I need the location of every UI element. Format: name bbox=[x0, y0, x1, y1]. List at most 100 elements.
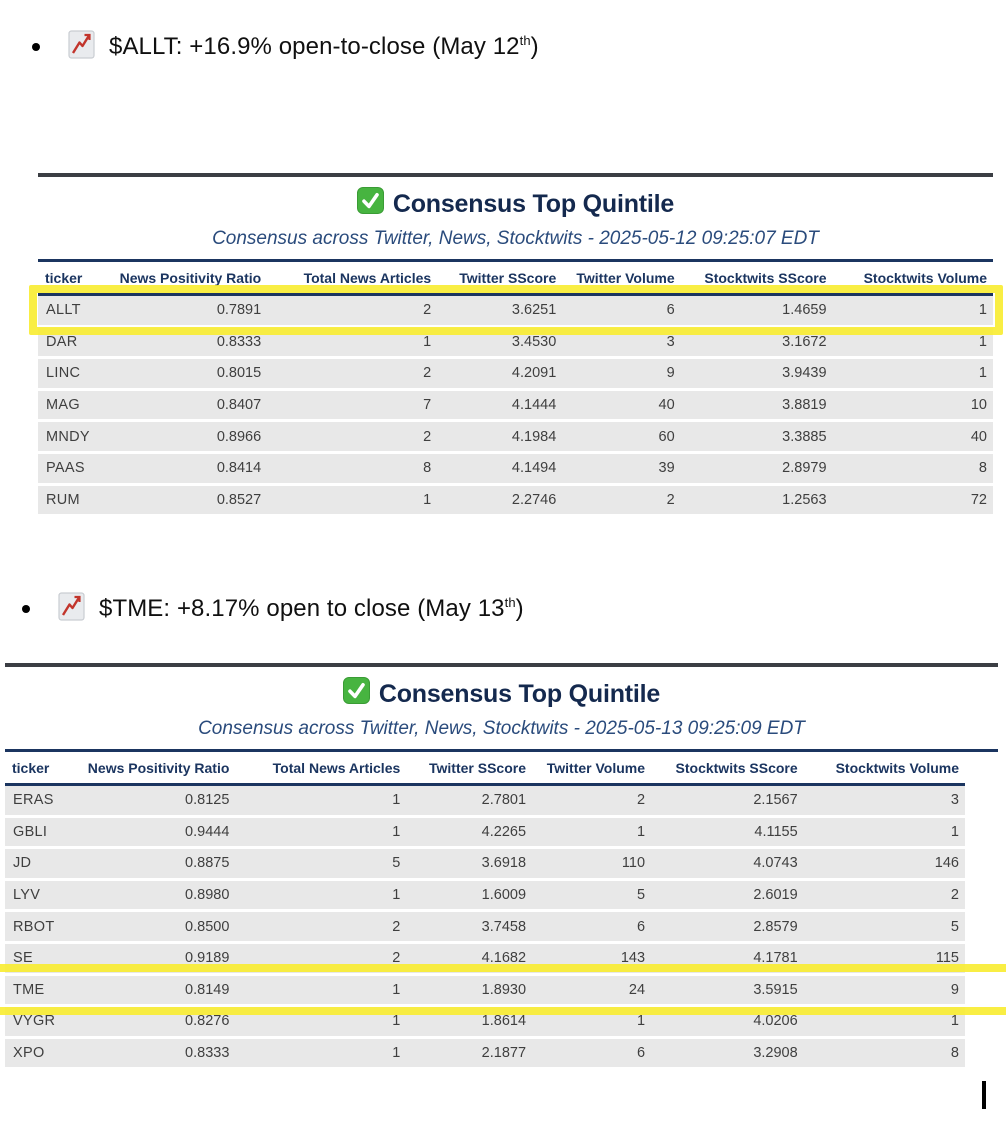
table-cell: 1 bbox=[392, 887, 401, 904]
table-cell: ERAS bbox=[13, 792, 54, 809]
table-cell: 115 bbox=[935, 950, 959, 967]
table-cell: 2 bbox=[423, 365, 432, 382]
table-cell: 0.8333 bbox=[216, 333, 262, 350]
table-cell: 4.1494 bbox=[511, 460, 557, 477]
table-cell: 0.8407 bbox=[216, 397, 262, 414]
table-cell: 0.8875 bbox=[185, 855, 230, 872]
table-cell: 4.2265 bbox=[481, 823, 527, 840]
bullet-item-tme: $TME: +8.17% open to close (May 13th) bbox=[22, 592, 524, 626]
table-cell: 0.8276 bbox=[185, 1013, 230, 1030]
column-header-twitter-sscore: Twitter SScore bbox=[459, 270, 557, 286]
table-cell: JD bbox=[13, 855, 32, 872]
table-cell: 1 bbox=[392, 981, 401, 998]
table-cell: 3.6918 bbox=[481, 855, 527, 872]
table-cell: 3.4530 bbox=[511, 333, 557, 350]
consensus-table-may13: ticker News Positivity Ratio Total News … bbox=[5, 752, 965, 1071]
table-row-tme: TME 0.8149 1 1.8930 24 3.5915 9 bbox=[5, 974, 965, 1006]
table-cell: 2.2746 bbox=[511, 491, 557, 508]
table-cell: 5 bbox=[636, 887, 646, 904]
table-cell: 2 bbox=[636, 792, 646, 809]
table-cell: 3.5915 bbox=[753, 981, 798, 998]
table-row-eras: ERAS 0.8125 1 2.7801 2 2.1567 3 bbox=[5, 784, 965, 817]
table-row-jd: JD 0.8875 5 3.6918 110 4.0743 146 bbox=[5, 847, 965, 880]
table-cell: 0.9444 bbox=[185, 823, 230, 840]
subtitle-rule bbox=[38, 259, 993, 262]
table-cell: 9 bbox=[666, 365, 675, 382]
column-header-ticker: ticker bbox=[45, 270, 83, 286]
table-cell: RUM bbox=[46, 491, 80, 508]
table-cell: 2.1877 bbox=[481, 1045, 527, 1062]
table-row-mag: MAG 0.8407 7 4.1444 40 3.8819 10 bbox=[38, 389, 993, 421]
table-cell: 7 bbox=[423, 397, 432, 414]
table-cell: 4.0206 bbox=[753, 1013, 798, 1030]
table-cell: RBOT bbox=[13, 918, 55, 935]
table-cell: 3.6251 bbox=[511, 302, 557, 319]
table-cell: 110 bbox=[621, 855, 646, 872]
chart-increasing-icon bbox=[58, 592, 85, 626]
top-rule bbox=[38, 173, 993, 177]
table-subtitle: Consensus across Twitter, News, Stocktwi… bbox=[212, 228, 819, 249]
column-header-stocktwits-volume: Stocktwits Volume bbox=[835, 760, 959, 776]
table-cell: 5 bbox=[392, 855, 401, 872]
table-cell: 2 bbox=[392, 950, 401, 967]
table-cell: 1.6009 bbox=[481, 887, 527, 904]
table-wrap: ticker News Positivity Ratio Total News … bbox=[0, 752, 1006, 1071]
table-row-rum: RUM 0.8527 1 2.2746 2 1.2563 72 bbox=[38, 484, 993, 516]
table-cell: 0.8527 bbox=[216, 491, 262, 508]
table-cell: 2.8979 bbox=[782, 460, 827, 477]
table-cell: 0.8500 bbox=[185, 918, 230, 935]
table-cell: 3.1672 bbox=[782, 333, 827, 350]
column-header-stocktwits-sscore: Stocktwits SScore bbox=[675, 760, 798, 776]
header-row: ticker News Positivity Ratio Total News … bbox=[5, 752, 965, 785]
table-row-mndy: MNDY 0.8966 2 4.1984 60 3.3885 40 bbox=[38, 420, 993, 453]
table-row-allt: ALLT 0.7891 2 3.6251 6 1.4659 1 bbox=[38, 294, 993, 327]
table-cell: 8 bbox=[423, 460, 432, 477]
table-row-se: SE 0.9189 2 4.1682 143 4.1781 115 bbox=[5, 942, 965, 975]
column-header-news-positivity-ratio: News Positivity Ratio bbox=[119, 270, 262, 286]
table-row-dar: DAR 0.8333 1 3.4530 3 3.1672 1 bbox=[38, 326, 993, 358]
table-cell: 10 bbox=[970, 397, 987, 414]
table-row-lyv: LYV 0.8980 1 1.6009 5 2.6019 2 bbox=[5, 879, 965, 911]
column-header-ticker: ticker bbox=[12, 760, 50, 776]
table-cell: MNDY bbox=[46, 428, 90, 445]
table-cell: 0.9189 bbox=[185, 950, 230, 967]
table-row-rbot: RBOT 0.8500 2 3.7458 6 2.8579 5 bbox=[5, 910, 965, 943]
table-cell: 40 bbox=[970, 428, 987, 445]
table-cell: 4.1682 bbox=[481, 950, 527, 967]
table-cell: 1 bbox=[423, 491, 432, 508]
table-cell: SE bbox=[13, 950, 33, 967]
table-cell: 1.2563 bbox=[782, 491, 827, 508]
subtitle-rule bbox=[5, 749, 998, 752]
table-cell: 1 bbox=[636, 823, 646, 840]
table-cell: 1 bbox=[392, 1013, 401, 1030]
table-cell: 0.7891 bbox=[216, 302, 262, 319]
ordinal-superscript: th bbox=[519, 33, 531, 48]
bullet-dot-icon bbox=[22, 605, 30, 613]
column-header-total-news-articles: Total News Articles bbox=[303, 270, 432, 286]
table-cell: 6 bbox=[636, 918, 646, 935]
table-cell: LINC bbox=[46, 365, 81, 382]
table-cell: 0.8125 bbox=[185, 792, 230, 809]
table-cell: 0.8333 bbox=[185, 1045, 230, 1062]
table-cell: 1.8614 bbox=[481, 1013, 527, 1030]
table-cell: 2.6019 bbox=[753, 887, 798, 904]
table-cell: 4.1155 bbox=[754, 823, 798, 840]
column-header-total-news-articles: Total News Articles bbox=[272, 760, 401, 776]
bullet-item-allt: $ALLT: +16.9% open-to-close (May 12th) bbox=[32, 30, 539, 64]
table-cell: 2 bbox=[666, 491, 675, 508]
table-cell: 3 bbox=[950, 792, 959, 809]
table-cell: 2 bbox=[392, 918, 401, 935]
table-cell: 1 bbox=[392, 1045, 401, 1062]
table-cell: 1 bbox=[978, 365, 987, 382]
table-cell: 0.8149 bbox=[185, 981, 230, 998]
table-row-vygr: VYGR 0.8276 1 1.8614 1 4.0206 1 bbox=[5, 1005, 965, 1038]
text-cursor bbox=[982, 1081, 986, 1109]
table-cell: 3.8819 bbox=[782, 397, 827, 414]
table-cell: 72 bbox=[970, 491, 987, 508]
table-cell: 1 bbox=[950, 1013, 959, 1030]
table-cell: 9 bbox=[950, 981, 959, 998]
table-subtitle: Consensus across Twitter, News, Stocktwi… bbox=[198, 718, 805, 739]
table-cell: MAG bbox=[46, 397, 80, 414]
table-title: Consensus Top Quintile bbox=[38, 187, 993, 221]
table-cell: 2.1567 bbox=[753, 792, 798, 809]
